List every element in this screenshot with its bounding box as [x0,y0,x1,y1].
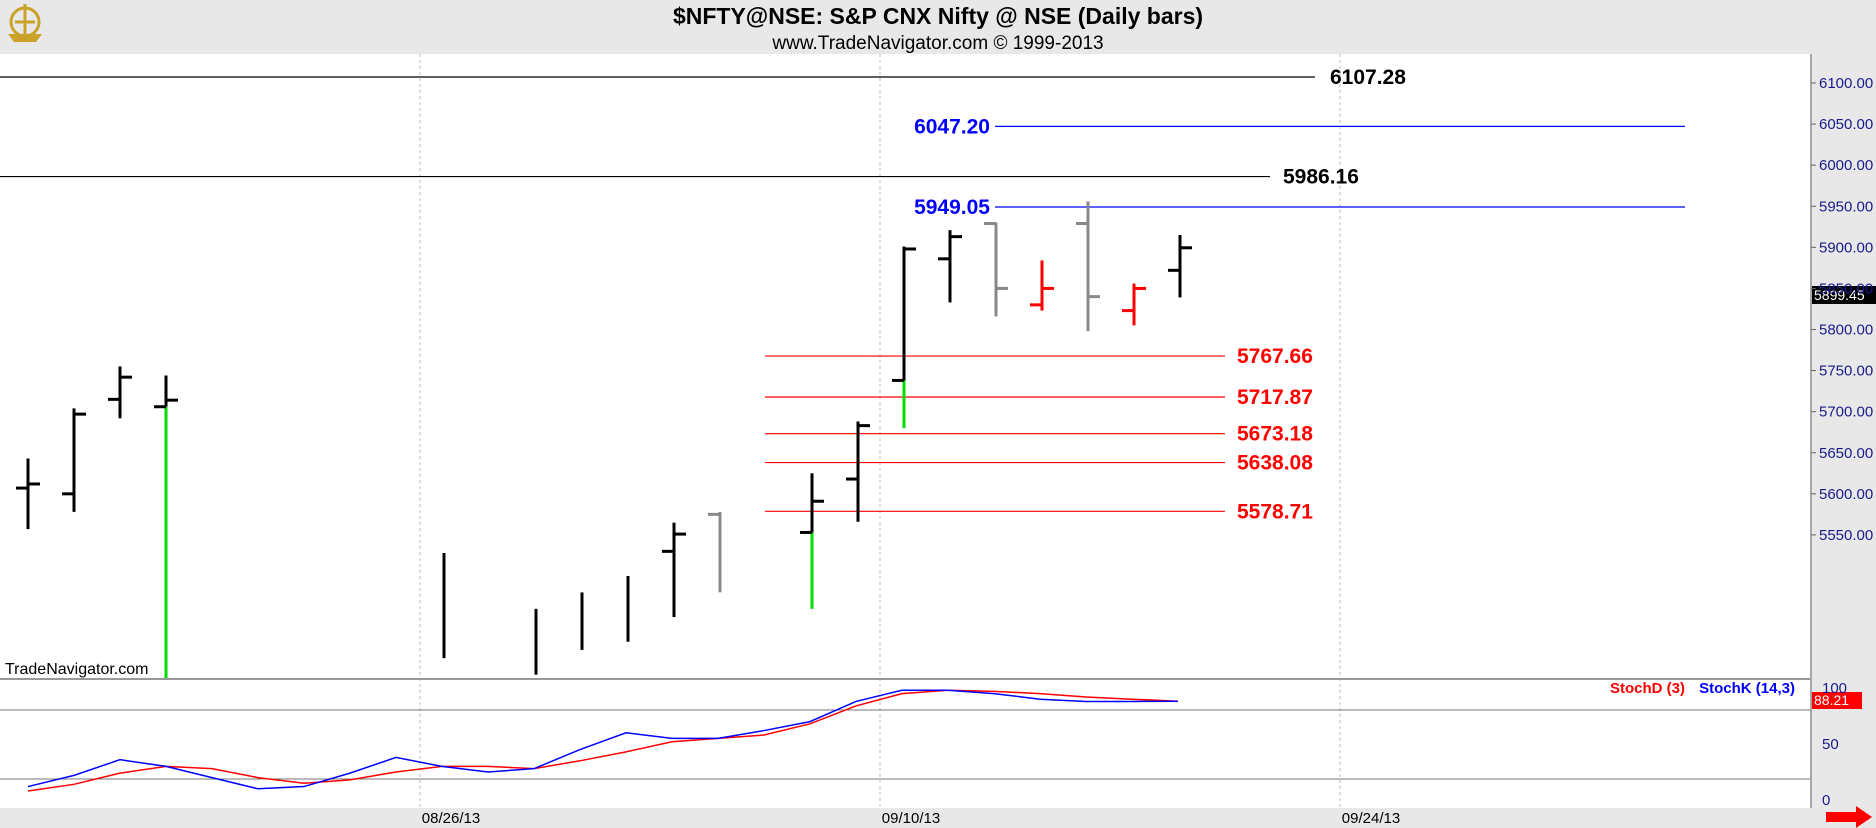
scroll-right-arrow-icon[interactable] [1826,806,1872,828]
level-label-5717.87: 5717.87 [1237,386,1313,409]
last-price-label: 5899.45 [1814,287,1865,303]
chart-subtitle: www.TradeNavigator.com © 1999-2013 [771,33,1103,54]
price-tick-label: 5800.00 [1819,322,1873,339]
price-bar [846,421,870,522]
price-tick-label: 5550.00 [1819,527,1873,544]
price-panel: 6107.28 6047.20 5986.16 5949.05 5767.66 5717.… [0,66,1685,678]
price-bar [1122,283,1146,326]
price-tick-label: 6000.00 [1819,157,1873,174]
trade-navigator-logo [8,4,42,42]
price-bar [108,366,132,419]
legend-stochk: StochK (14,3) [1699,680,1795,697]
date-tick-label: 08/26/13 [422,810,480,827]
price-tick-label: 5750.00 [1819,363,1873,380]
price-tick-label: 5600.00 [1819,486,1873,503]
stoch-series-k [27,689,1179,790]
price-bar [892,246,916,429]
level-label-5949.05: 5949.05 [914,196,990,219]
level-label-5986.16: 5986.16 [1283,166,1359,189]
price-tick-label: 5850.00 [1819,280,1873,297]
level-label-6107.28: 6107.28 [1330,66,1406,89]
date-axis-band [0,808,1876,828]
stoch-tick-label: 0 [1822,792,1830,809]
title-band [0,0,1876,54]
price-bar [984,222,1008,317]
date-tick-label: 09/24/13 [1342,810,1400,827]
price-bar [800,473,824,609]
level-label-5638.08: 5638.08 [1237,452,1313,475]
level-label-5767.66: 5767.66 [1237,345,1313,368]
price-bar [62,408,86,512]
level-label-5578.71: 5578.71 [1237,500,1313,523]
price-axis-ticks: 5550.00 5600.00 5650.00 5700.00 5750.00 5800.… [1811,75,1873,809]
watermark: TradeNavigator.com [5,661,148,678]
price-tick-label: 6050.00 [1819,116,1873,133]
price-bar [938,230,962,303]
date-tick-label: 09/10/13 [882,810,940,827]
price-bar [16,458,40,530]
stoch-last-box [1812,692,1862,709]
date-axis: 08/26/13 09/10/13 09/24/13 [422,810,1400,827]
stoch-tick-label: 100 [1822,680,1847,697]
level-label-5673.18: 5673.18 [1237,423,1313,446]
stoch-tick-label: 50 [1822,736,1839,753]
level-label-6047.20: 6047.20 [914,115,990,138]
stoch-last-label: 88.21 [1814,692,1849,708]
stoch-series-d [27,689,1179,792]
plot-background [0,54,1810,808]
price-tick-label: 6100.00 [1819,75,1873,92]
price-bar [708,511,722,593]
chart-title: $NFTY@NSE: S&P CNX Nifty @ NSE (Daily ba… [673,3,1203,29]
stochastic-panel [0,689,1810,792]
price-bar [662,522,686,593]
price-tick-label: 5950.00 [1819,198,1873,215]
price-bar [154,375,178,678]
price-tick-label: 5900.00 [1819,239,1873,256]
price-tick-label: 5700.00 [1819,404,1873,421]
legend-stochd: StochD (3) [1610,680,1685,697]
price-bar [1168,235,1192,298]
price-tick-label: 5650.00 [1819,445,1873,462]
price-bar [1076,201,1100,332]
last-price-box [1812,286,1876,304]
price-bar [1030,260,1054,311]
